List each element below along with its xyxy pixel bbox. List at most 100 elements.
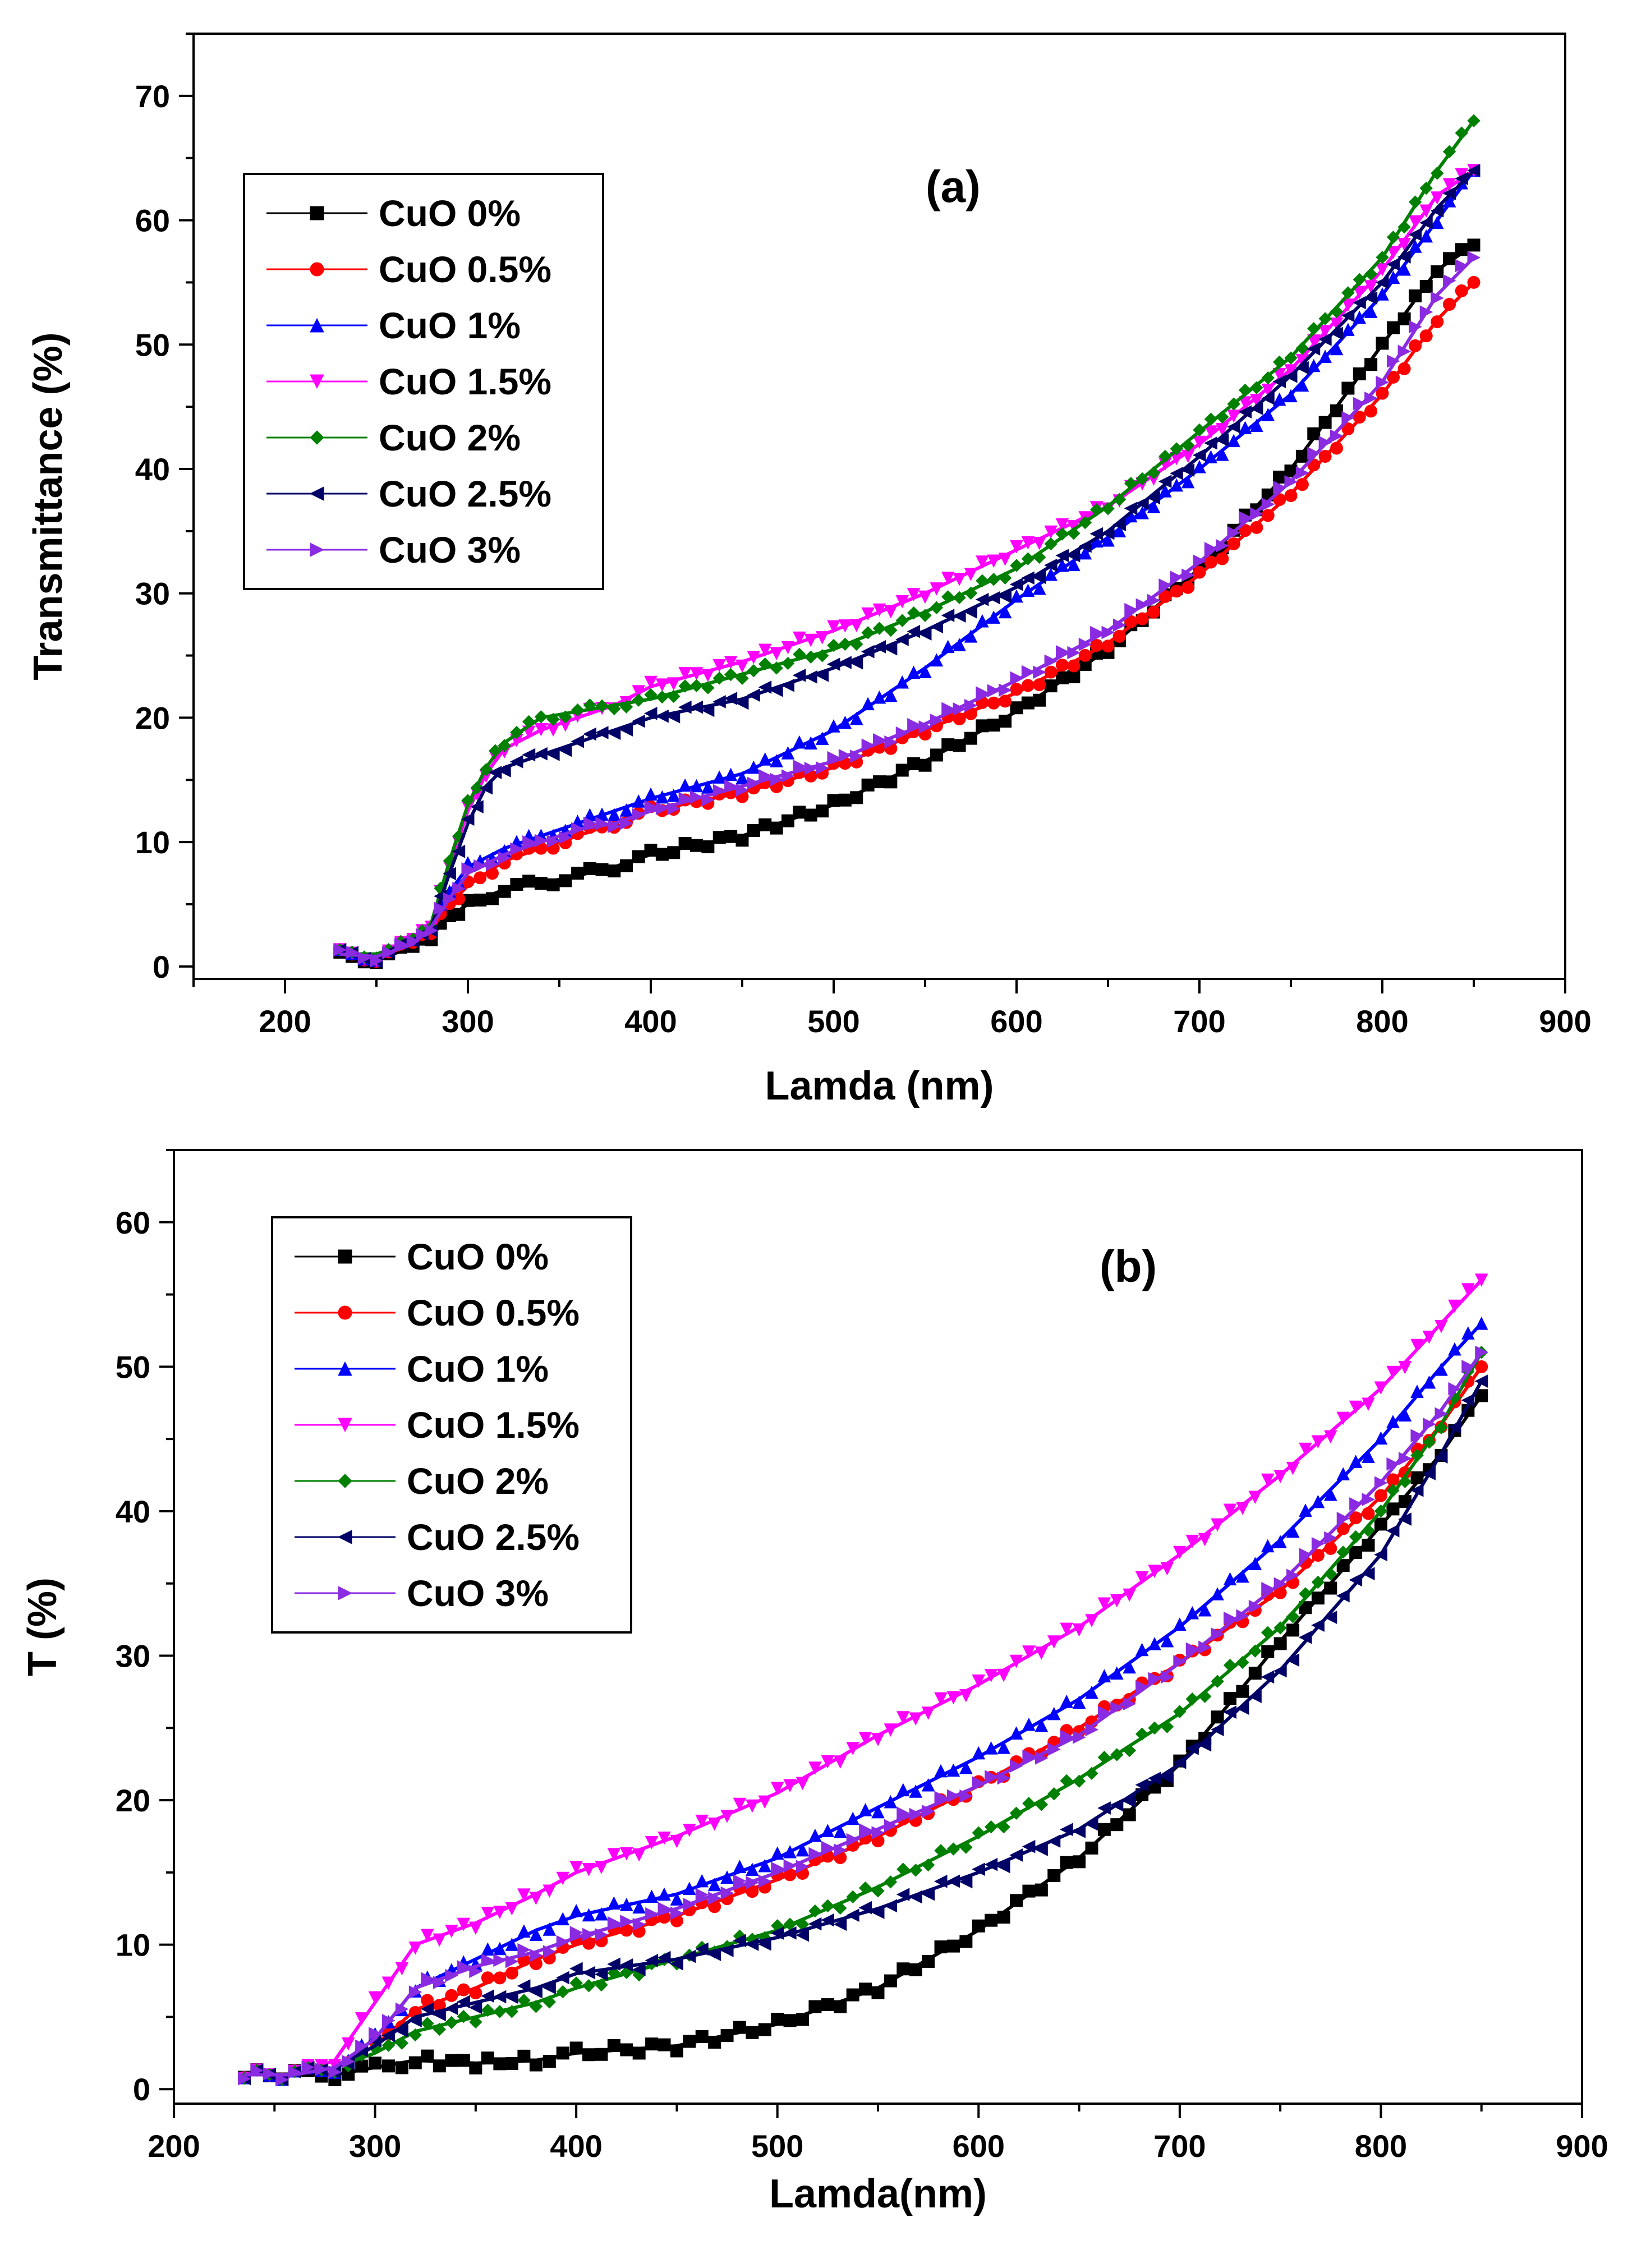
data-point [984,1820,998,1834]
data-point [821,1899,835,1913]
data-point [1110,1818,1124,1832]
x-tick-label: 800 [1355,2128,1407,2164]
data-point [770,661,783,675]
y-tick-label: 60 [135,203,170,238]
data-point [1101,533,1115,547]
legend-entry: CuO 1% [266,305,521,346]
data-point [976,686,989,700]
data-point [884,642,898,656]
data-point [1085,1614,1098,1627]
data-point [708,2035,721,2049]
data-point [1055,558,1069,572]
data-point [682,1949,696,1963]
data-point [849,619,863,633]
data-point [1170,571,1184,584]
data-point [607,1957,620,1971]
data-point [517,2049,531,2063]
data-point [816,804,829,818]
legend-entry: CuO 1% [295,1348,549,1390]
data-point [972,1862,985,1876]
data-point [1273,470,1286,484]
data-point [505,2005,519,2018]
data-point [758,1937,771,1951]
data-point [1085,1766,1098,1781]
data-point [619,1847,633,1861]
data-point [872,622,886,635]
data-point [987,696,1000,710]
legend-entry: CuO 2.5% [266,473,551,514]
data-point [934,1692,948,1706]
data-point [1110,1701,1124,1715]
data-point [1085,1723,1099,1737]
data-point [1181,475,1195,489]
data-point [1374,1489,1387,1502]
data-point [368,1991,382,2005]
data-point [542,1945,557,1958]
data-point [758,657,772,671]
data-point [1349,1455,1363,1468]
data-point [1192,448,1206,462]
data-point [1181,463,1195,477]
data-point [481,2051,494,2065]
data-point [1311,1548,1325,1562]
data-point [1215,433,1229,447]
data-point [1060,1774,1073,1788]
data-point [770,1782,784,1796]
data-point [342,2055,355,2068]
data-point [946,1842,960,1856]
series-cuo-3- [333,251,1481,968]
data-point [595,1928,609,1942]
data-point [1376,287,1389,301]
data-point [529,1927,543,1942]
data-point [964,732,977,745]
data-point [1135,1727,1149,1741]
data-point [522,748,536,762]
data-point [1374,1381,1388,1395]
plot-a-y-ticks: 0 10 20 30 40 50 60 70 [135,33,194,985]
data-point [984,1741,998,1755]
y-tick-label: 40 [116,1494,150,1529]
legend-marker [310,262,324,277]
data-point [546,834,560,848]
data-point [1072,1623,1086,1637]
data-point [445,2054,458,2067]
data-point [808,1904,822,1918]
data-point [1364,305,1378,318]
data-point [1236,1569,1249,1583]
data-point [804,736,818,750]
data-point [815,649,829,663]
data-point [735,771,749,785]
data-point [310,318,324,333]
y-tick-label: 30 [116,1639,150,1674]
data-point [896,1711,910,1724]
data-point [871,1986,885,1999]
data-point [517,1943,531,1957]
data-point [724,767,738,781]
data-point [712,831,726,844]
data-point [712,671,726,685]
data-point [595,726,609,739]
data-point [445,1925,458,1938]
data-point [1398,1361,1412,1374]
data-point [896,1862,910,1876]
data-point [934,1844,948,1857]
data-point [712,659,727,673]
data-point [1336,1467,1350,1480]
data-point [301,2060,315,2074]
data-point [1047,1742,1061,1756]
data-point [583,698,597,712]
data-point [433,2008,446,2022]
data-point [666,788,681,802]
data-point [1035,1883,1048,1897]
data-point [1455,259,1469,273]
data-point [1185,1692,1199,1706]
data-point [288,2065,302,2079]
data-point [542,1922,557,1936]
data-point [1170,442,1183,456]
data-point [381,2028,395,2042]
x-tick-label: 900 [1539,1004,1591,1039]
data-point [959,1935,973,1948]
data-point [1216,552,1229,565]
data-point [582,1979,596,1993]
data-point [972,1674,986,1688]
